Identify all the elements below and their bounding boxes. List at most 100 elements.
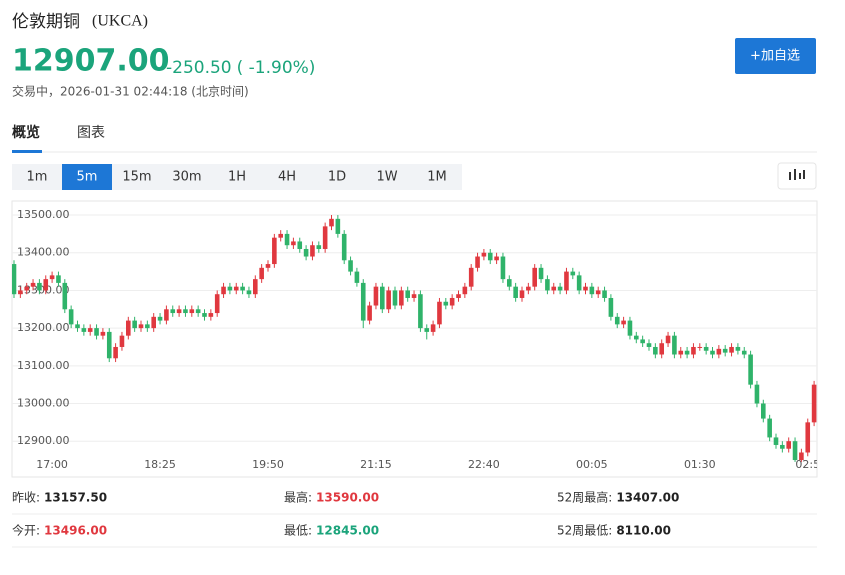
candle-body xyxy=(367,305,372,321)
candle-body xyxy=(151,316,156,329)
candle-body xyxy=(284,233,290,246)
plot-frame xyxy=(11,200,818,478)
candle-body xyxy=(735,346,741,351)
candle-body xyxy=(253,279,258,295)
candle-body xyxy=(602,290,607,298)
tab[interactable]: 图表 xyxy=(77,125,105,141)
period-button[interactable]: 1W xyxy=(376,170,397,185)
candle-body xyxy=(424,328,430,332)
y-tick-label: 12900.00 xyxy=(17,434,70,447)
candle-body xyxy=(589,286,595,295)
watch-button-label[interactable]: +加自选 xyxy=(750,49,800,64)
candle-body xyxy=(703,346,709,351)
period-button[interactable]: 1m xyxy=(27,170,48,185)
period-button[interactable]: 15m xyxy=(122,170,151,185)
x-tick-label: 01:30 xyxy=(684,458,716,471)
stat-label: 52周最高: xyxy=(557,490,612,505)
candle-body xyxy=(392,290,398,306)
status: 交易中，2026-01-31 02:44:18 (北京时间) xyxy=(12,84,249,99)
chart-type-button[interactable] xyxy=(777,162,817,190)
candle-body xyxy=(259,267,264,280)
candle-body xyxy=(564,271,569,291)
chart-type-icon xyxy=(789,169,805,180)
candle-body xyxy=(462,286,468,295)
y-tick-label: 13100.00 xyxy=(17,359,70,372)
candle-body xyxy=(399,290,404,306)
candle-body xyxy=(741,350,747,355)
candle-body xyxy=(106,331,112,359)
candle-body xyxy=(418,294,423,329)
candle-body xyxy=(449,297,455,306)
watch-button[interactable] xyxy=(735,38,816,74)
candle-body xyxy=(208,313,214,317)
stat-value: 13496.00 xyxy=(44,524,107,538)
candle-body xyxy=(335,218,341,234)
candle-body xyxy=(81,328,87,332)
candle-body xyxy=(37,282,42,291)
candle-body xyxy=(494,256,499,261)
candle-body xyxy=(240,286,245,291)
period-button[interactable]: 1M xyxy=(427,170,447,185)
period-button[interactable]: 4H xyxy=(278,170,296,185)
candle-body xyxy=(468,267,474,287)
candle-body xyxy=(119,335,125,347)
candle-body xyxy=(519,290,525,298)
candle-body xyxy=(659,343,664,355)
period-button[interactable]: 1D xyxy=(328,170,346,185)
period-button[interactable]: 30m xyxy=(172,170,201,185)
candle-body xyxy=(43,279,49,291)
candle-body xyxy=(87,328,93,332)
candle-body xyxy=(608,297,614,317)
period-button[interactable]: 5m xyxy=(77,170,98,185)
stat-label: 今开: xyxy=(12,523,40,538)
candle-body xyxy=(411,294,417,298)
x-tick-label: 18:25 xyxy=(144,458,176,471)
candle-body xyxy=(132,320,137,329)
period-button[interactable]: 1H xyxy=(228,170,246,185)
candle-body xyxy=(748,354,753,385)
x-tick-label: 19:50 xyxy=(252,458,284,471)
candle-body xyxy=(678,350,684,355)
candle-body xyxy=(246,290,252,295)
candle-body xyxy=(227,286,233,291)
candle-body xyxy=(799,452,804,461)
candle-body xyxy=(754,384,760,404)
stat-value: 8110.00 xyxy=(616,524,671,538)
candle-body xyxy=(767,418,772,438)
tab[interactable]: 概览 xyxy=(12,124,40,141)
stat-value: 13157.50 xyxy=(44,491,107,505)
y-tick-label: 13000.00 xyxy=(17,397,70,410)
candle-body xyxy=(456,294,461,298)
candle-body xyxy=(716,348,722,355)
candle-body xyxy=(157,316,163,321)
candle-body xyxy=(405,290,410,298)
candle-body xyxy=(386,290,391,310)
candle-body xyxy=(49,275,55,280)
x-tick-label: 02:5 xyxy=(795,458,820,471)
candle-body xyxy=(722,348,728,353)
candle-body xyxy=(532,267,537,287)
candle-body xyxy=(291,241,296,246)
candle-body xyxy=(487,252,493,261)
candle-body xyxy=(214,294,220,314)
candle-body xyxy=(538,267,544,280)
candle-body xyxy=(805,422,811,453)
candle-body xyxy=(100,331,106,336)
stat-value: 13407.00 xyxy=(616,491,679,505)
candle-body xyxy=(360,282,366,321)
candle-body xyxy=(475,256,480,268)
change: -250.50 xyxy=(166,58,232,78)
candle-body xyxy=(481,252,487,257)
candle-body xyxy=(164,309,169,321)
candle-body xyxy=(653,346,658,355)
candle-body xyxy=(341,233,347,261)
candle-body xyxy=(595,290,601,295)
candle-body xyxy=(761,403,766,419)
candle-body xyxy=(500,256,506,280)
candle-body xyxy=(684,350,690,355)
candle-body xyxy=(665,335,671,344)
tab-indicator xyxy=(12,150,42,153)
candle-body xyxy=(507,279,512,287)
candle-body xyxy=(583,286,588,291)
y-tick-label: 13200.00 xyxy=(17,321,70,334)
